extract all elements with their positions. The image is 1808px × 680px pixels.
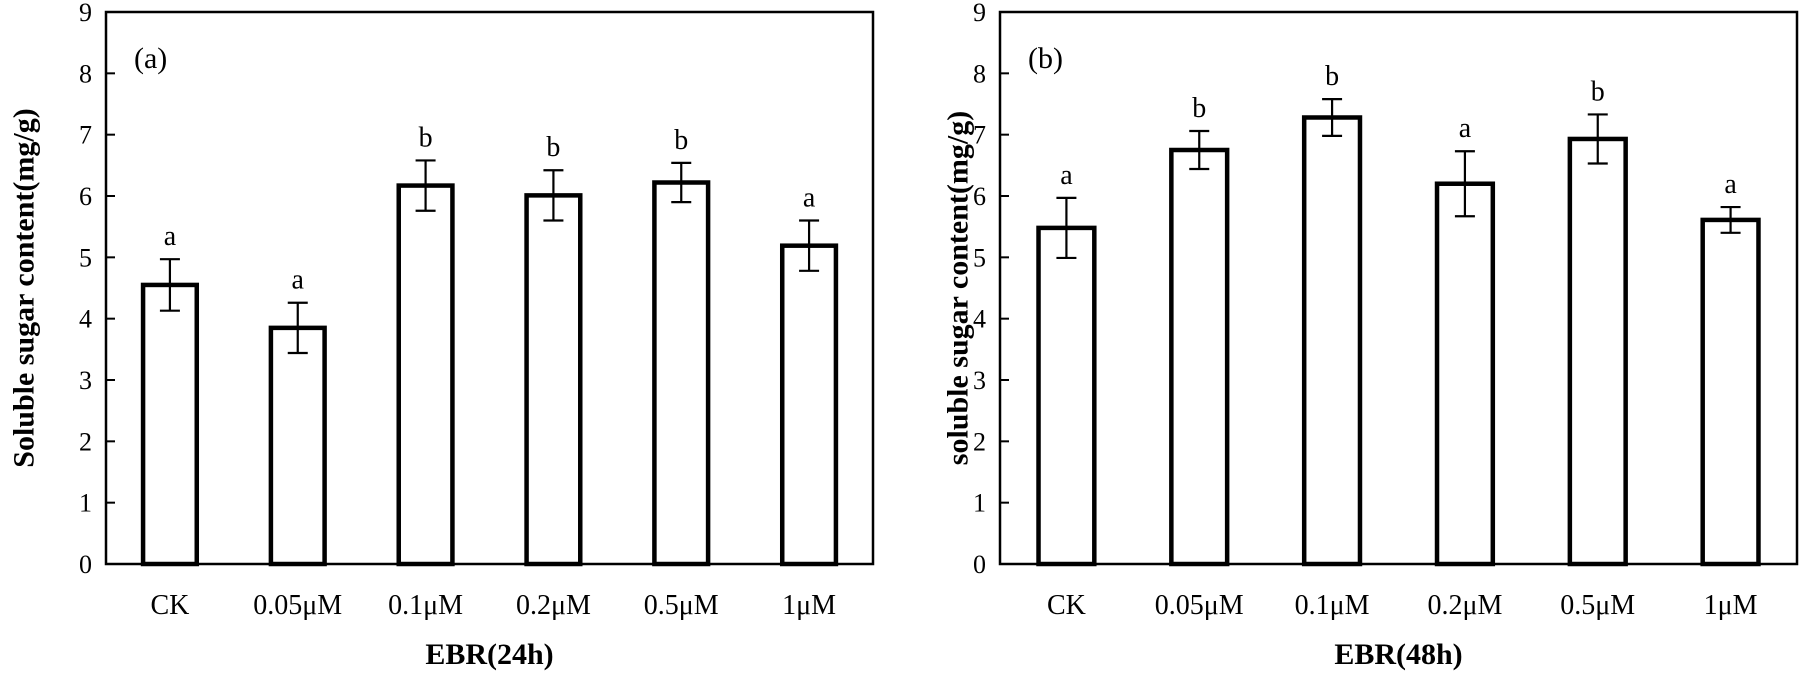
category-label: 1μM xyxy=(782,590,836,621)
significance-label: a xyxy=(164,221,177,252)
y-tick-label: 2 xyxy=(973,427,986,456)
significance-label: a xyxy=(1060,160,1073,191)
y-tick-label: 7 xyxy=(79,121,92,150)
y-axis-title: soluble sugar content(mg/g) xyxy=(942,111,975,465)
y-tick-label: 3 xyxy=(973,366,986,395)
y-tick-label: 1 xyxy=(973,489,986,518)
bar xyxy=(779,243,839,567)
bar xyxy=(1567,136,1628,567)
category-label: 0.2μM xyxy=(516,590,591,621)
y-tick-label: 9 xyxy=(79,0,92,27)
significance-label: b xyxy=(1325,61,1339,92)
y-tick-label: 5 xyxy=(79,243,92,272)
significance-label: b xyxy=(546,132,560,163)
plot-frame xyxy=(104,10,875,566)
y-tick-label: 1 xyxy=(79,489,92,518)
panel-label: (a) xyxy=(134,42,167,75)
y-tick-label: 8 xyxy=(79,59,92,88)
x-axis-title: EBR(48h) xyxy=(1334,638,1462,671)
plot-frame xyxy=(998,10,1799,566)
bar xyxy=(140,282,200,567)
significance-label: a xyxy=(292,265,305,296)
bar xyxy=(1036,225,1097,567)
significance-label: b xyxy=(419,122,433,153)
category-label: 0.5μM xyxy=(1560,590,1635,621)
significance-label: a xyxy=(1724,169,1737,200)
significance-label: a xyxy=(1459,113,1472,144)
y-tick-label: 0 xyxy=(973,550,986,579)
y-tick-label: 0 xyxy=(79,550,92,579)
category-label: CK xyxy=(1047,590,1086,621)
y-tick-label: 6 xyxy=(79,182,92,211)
significance-label: b xyxy=(674,125,688,156)
significance-label: a xyxy=(803,183,816,214)
panel-b: 0 1 2 3 4 5 6 7 8 9 a CK b 0.05μM b 0.1μM a 0.2μM b 0.5μM a 1… xyxy=(942,0,1799,671)
x-axis-title: EBR(24h) xyxy=(425,638,553,671)
bar xyxy=(1434,181,1496,567)
y-tick-label: 7 xyxy=(973,121,986,150)
y-tick-label: 5 xyxy=(973,243,986,272)
y-tick-label: 3 xyxy=(79,366,92,395)
y-tick-label: 6 xyxy=(973,182,986,211)
category-label: CK xyxy=(150,590,189,621)
bar xyxy=(1169,147,1230,567)
category-label: 0.2μM xyxy=(1427,590,1502,621)
category-label: 0.5μM xyxy=(644,590,719,621)
category-label: 0.1μM xyxy=(388,590,463,621)
y-tick-label: 8 xyxy=(973,59,986,88)
y-tick-label: 4 xyxy=(79,305,92,334)
y-axis-title: Soluble sugar content(mg/g) xyxy=(8,108,41,467)
bar xyxy=(268,325,327,567)
y-tick-label: 4 xyxy=(973,305,986,334)
category-label: 0.1μM xyxy=(1295,590,1370,621)
significance-label: b xyxy=(1192,93,1206,124)
y-tick-label: 2 xyxy=(79,427,92,456)
significance-label: b xyxy=(1591,76,1605,107)
y-tick-label: 9 xyxy=(973,0,986,27)
bar xyxy=(396,183,455,567)
bar xyxy=(524,193,583,567)
panel-a: 0 1 2 3 4 5 6 7 8 9 a CK a 0.05μM b 0.1μM b 0.2μM b 0.5μM a 1… xyxy=(8,0,875,671)
category-label: 0.05μM xyxy=(1155,590,1244,621)
panel-label: (b) xyxy=(1028,42,1063,75)
bar xyxy=(652,180,711,567)
category-label: 0.05μM xyxy=(253,590,342,621)
category-label: 1μM xyxy=(1704,590,1758,621)
bar xyxy=(1700,217,1761,567)
bar xyxy=(1301,115,1363,567)
